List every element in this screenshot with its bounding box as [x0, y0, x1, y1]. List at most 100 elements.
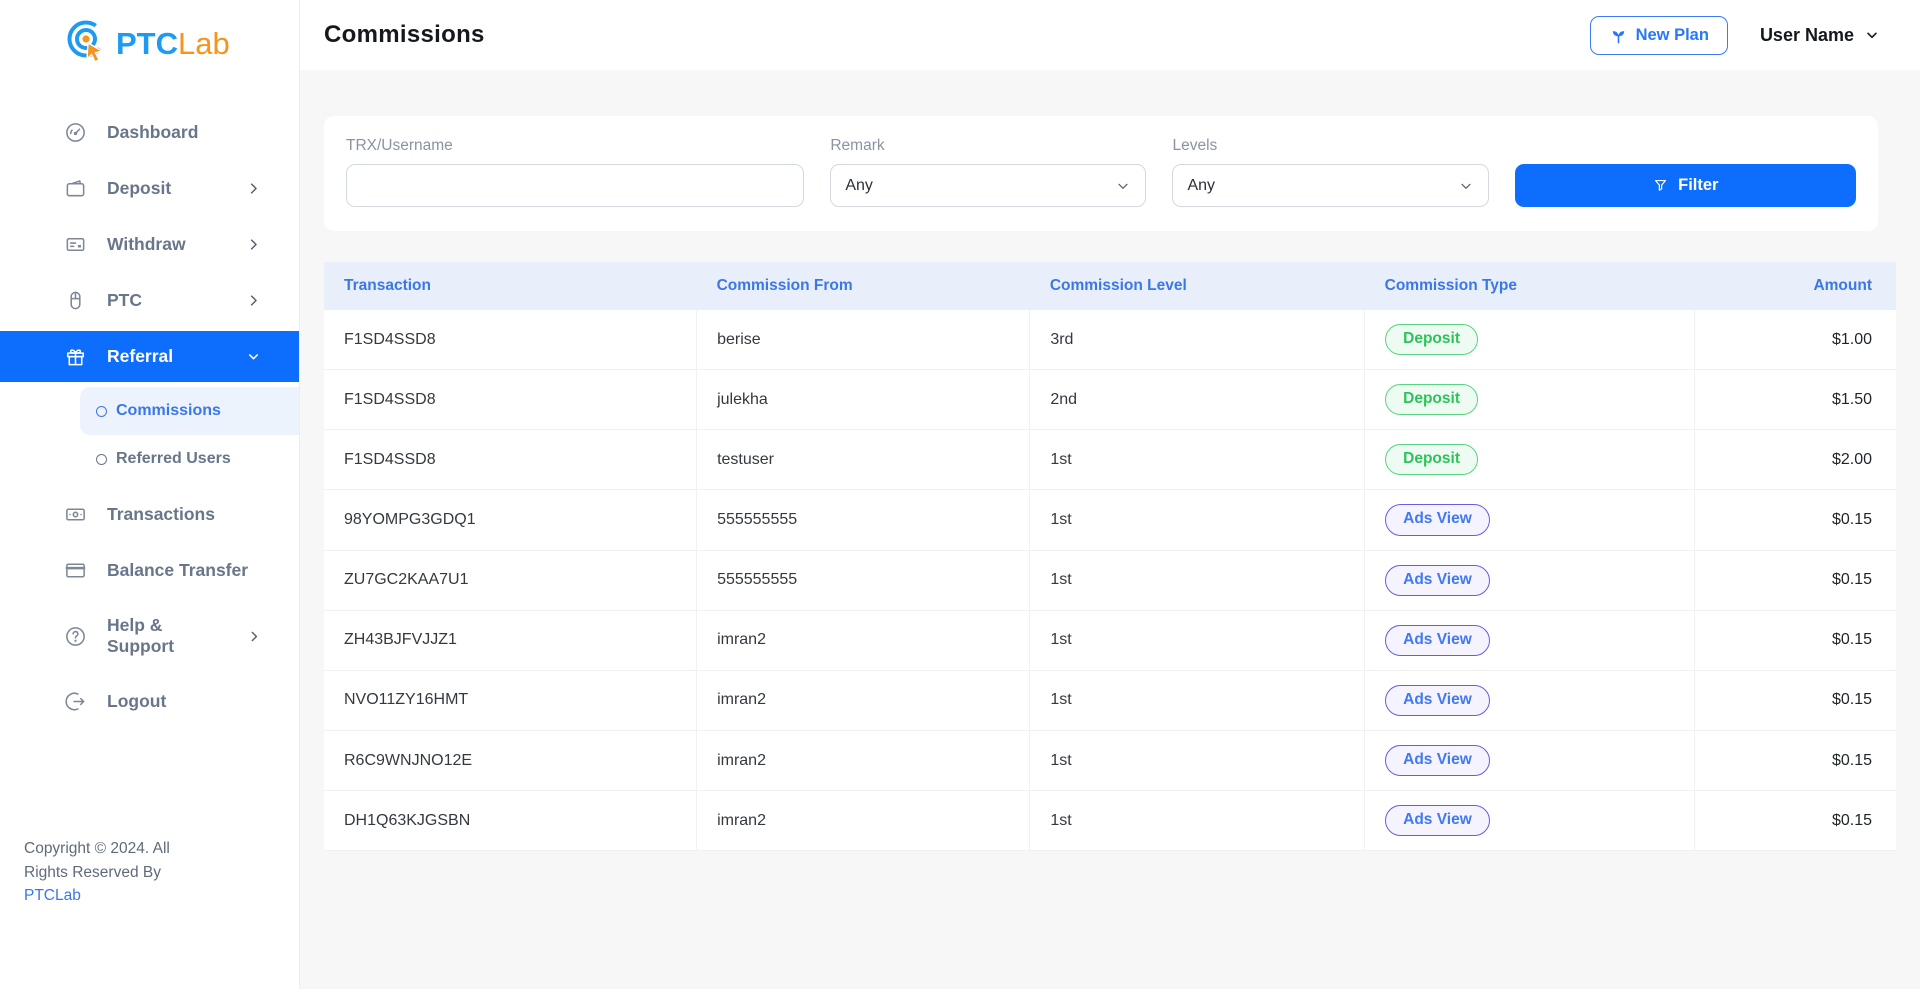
- cell-transaction: ZU7GC2KAA7U1: [324, 550, 698, 611]
- wallet-icon: [66, 180, 85, 197]
- logout-icon: [65, 692, 85, 711]
- col-commission-from: Commission From: [696, 262, 1030, 310]
- table-row: ZU7GC2KAA7U1 555555555 1st Ads View $0.1…: [324, 550, 1896, 611]
- commission-type-badge: Ads View: [1385, 744, 1490, 777]
- levels-label: Levels: [1172, 137, 1218, 154]
- cell-commission-level: 1st: [1029, 790, 1366, 852]
- cell-commission-level: 1st: [1029, 730, 1366, 792]
- submenu-item-referred-users[interactable]: Referred Users: [80, 435, 299, 483]
- cell-commission-from: 555555555: [696, 489, 1031, 551]
- trx-username-input[interactable]: [346, 164, 805, 207]
- new-plan-button[interactable]: New Plan: [1589, 15, 1728, 55]
- filter-card: TRX/Username Remark Any Levels Any: [324, 116, 1878, 231]
- chevron-right-icon: [250, 239, 257, 250]
- filter-button-label: Filter: [1678, 176, 1719, 194]
- levels-selected-value: Any: [1187, 176, 1216, 194]
- new-plan-label: New Plan: [1635, 25, 1709, 44]
- cell-amount: $2.00: [1694, 429, 1896, 491]
- cell-commission-from: imran2: [696, 670, 1031, 731]
- cell-transaction: F1SD4SSD8: [324, 369, 698, 431]
- sidebar-item-label: Help & Support: [107, 615, 175, 656]
- sidebar-item-label: Transactions: [107, 504, 215, 524]
- cell-commission-level: 1st: [1029, 670, 1366, 731]
- content: TRX/Username Remark Any Levels Any: [300, 70, 1920, 852]
- banknote-icon: [66, 508, 85, 521]
- cell-commission-level: 1st: [1029, 429, 1366, 491]
- commission-type-badge: Ads View: [1385, 564, 1490, 596]
- chevron-right-icon: [251, 631, 257, 641]
- cell-commission-level: 3rd: [1029, 310, 1366, 371]
- question-circle-icon: [66, 626, 85, 646]
- sidebar-item-deposit[interactable]: Deposit: [0, 163, 299, 214]
- cell-commission-type: Ads View: [1364, 610, 1696, 671]
- table-row: R6C9WNJNO12E imran2 1st Ads View $0.15: [324, 730, 1896, 792]
- cell-amount: $1.50: [1694, 369, 1896, 431]
- user-name-label: User Name: [1759, 24, 1854, 45]
- gift-icon: [67, 349, 84, 366]
- cell-commission-from: 555555555: [696, 550, 1031, 611]
- sidebar-item-help-support[interactable]: Help & Support: [0, 601, 299, 671]
- sidebar-item-referral[interactable]: Referral: [0, 331, 299, 382]
- remark-label: Remark: [830, 137, 885, 154]
- submenu-item-commissions[interactable]: Commissions: [80, 387, 299, 435]
- cell-amount: $0.15: [1694, 730, 1896, 792]
- sidebar-item-ptc[interactable]: PTC: [0, 275, 299, 326]
- chevron-right-icon: [250, 183, 257, 194]
- chevron-down-icon: [1867, 32, 1877, 39]
- cell-commission-level: 2nd: [1029, 369, 1366, 431]
- filter-button[interactable]: Filter: [1514, 164, 1856, 207]
- circle-bullet-icon: [96, 453, 107, 465]
- cell-commission-type: Deposit: [1364, 429, 1696, 491]
- table-row: DH1Q63KJGSBN imran2 1st Ads View $0.15: [324, 790, 1896, 852]
- page-title: Commissions: [324, 21, 485, 48]
- cell-commission-from: imran2: [696, 790, 1031, 852]
- cell-commission-type: Ads View: [1364, 790, 1696, 852]
- col-commission-level: Commission Level: [1029, 262, 1365, 310]
- sidebar: PTCLab Dashboard Deposit Withdraw PTC Re…: [0, 0, 300, 989]
- ptclab-footer-link[interactable]: PTCLab: [24, 886, 81, 904]
- sidebar-item-label: Referral: [107, 346, 174, 366]
- table-row: F1SD4SSD8 testuser 1st Deposit $2.00: [324, 429, 1896, 491]
- table-row: 98YOMPG3GDQ1 555555555 1st Ads View $0.1…: [324, 489, 1896, 551]
- sidebar-item-dashboard[interactable]: Dashboard: [0, 107, 299, 158]
- cell-commission-type: Ads View: [1364, 730, 1696, 792]
- sidebar-item-logout[interactable]: Logout: [0, 676, 299, 727]
- user-menu[interactable]: User Name: [1760, 25, 1880, 46]
- cell-transaction: 98YOMPG3GDQ1: [324, 489, 698, 551]
- cell-amount: $0.15: [1694, 670, 1896, 731]
- table-header: Transaction Commission From Commission L…: [324, 262, 1896, 310]
- cell-transaction: F1SD4SSD8: [324, 310, 698, 371]
- commission-type-badge: Deposit: [1385, 384, 1478, 416]
- levels-select[interactable]: Any: [1172, 164, 1489, 207]
- remark-select[interactable]: Any: [830, 164, 1147, 207]
- sidebar-item-withdraw[interactable]: Withdraw: [0, 219, 299, 270]
- commission-type-badge: Ads View: [1385, 504, 1490, 536]
- referral-submenu: Commissions Referred Users: [0, 387, 299, 483]
- chevron-down-icon: [249, 354, 258, 360]
- commissions-table: Transaction Commission From Commission L…: [324, 262, 1896, 852]
- cell-amount: $0.15: [1694, 790, 1896, 852]
- sidebar-nav: Dashboard Deposit Withdraw PTC Referral …: [0, 107, 299, 732]
- commission-type-badge: Ads View: [1385, 624, 1490, 656]
- cell-commission-from: julekha: [696, 369, 1031, 431]
- speedometer-icon: [66, 123, 85, 142]
- cell-commission-from: berise: [696, 310, 1031, 371]
- sidebar-item-balance-transfer[interactable]: Balance Transfer: [0, 545, 299, 596]
- sidebar-item-transactions[interactable]: Transactions: [0, 489, 299, 540]
- brand-logo[interactable]: PTCLab: [0, 0, 299, 89]
- cell-commission-from: imran2: [696, 730, 1031, 792]
- chevron-down-icon: [1118, 183, 1129, 189]
- credit-card-icon: [65, 563, 86, 578]
- cell-commission-level: 1st: [1029, 489, 1366, 551]
- table-row: F1SD4SSD8 berise 3rd Deposit $1.00: [324, 310, 1896, 371]
- cell-transaction: NVO11ZY16HMT: [324, 670, 698, 731]
- cell-transaction: F1SD4SSD8: [324, 429, 698, 491]
- sidebar-item-label: Balance Transfer: [107, 560, 249, 580]
- chevron-right-icon: [250, 295, 257, 306]
- trx-username-label: TRX/Username: [346, 137, 453, 154]
- sidebar-item-label: Logout: [107, 691, 167, 711]
- col-commission-type: Commission Type: [1364, 262, 1695, 310]
- cell-commission-from: testuser: [696, 429, 1031, 491]
- commission-type-badge: Deposit: [1385, 444, 1478, 476]
- cell-commission-type: Deposit: [1364, 310, 1696, 371]
